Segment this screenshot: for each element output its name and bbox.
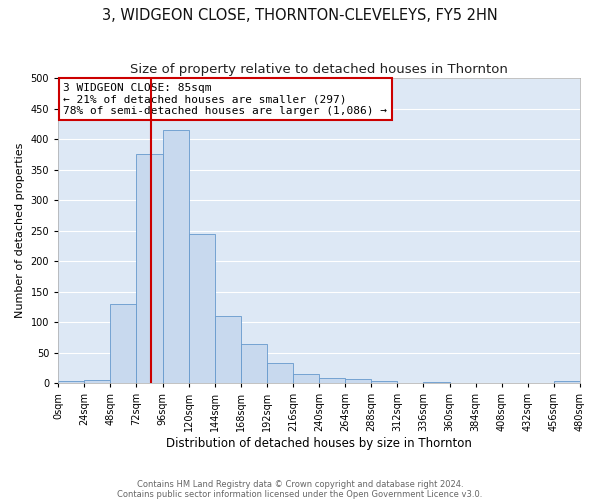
Bar (136, 154, 163, 383)
Bar (424, 382, 449, 383)
Bar (345, 379, 371, 383)
Bar (241, 344, 267, 383)
Bar (110, 304, 136, 383)
Bar (293, 374, 319, 383)
Text: 3, WIDGEON CLOSE, THORNTON-CLEVELEYS, FY5 2HN: 3, WIDGEON CLOSE, THORNTON-CLEVELEYS, FY… (102, 8, 498, 22)
Bar (163, 130, 188, 383)
Bar (58, 382, 84, 383)
Text: 3 WIDGEON CLOSE: 85sqm
← 21% of detached houses are smaller (297)
78% of semi-de: 3 WIDGEON CLOSE: 85sqm ← 21% of detached… (64, 82, 388, 116)
Title: Size of property relative to detached houses in Thornton: Size of property relative to detached ho… (130, 62, 508, 76)
Bar (371, 382, 397, 383)
Y-axis label: Number of detached properties: Number of detached properties (15, 143, 25, 318)
Bar (319, 378, 345, 383)
Bar (188, 234, 215, 383)
X-axis label: Distribution of detached houses by size in Thornton: Distribution of detached houses by size … (166, 437, 472, 450)
Bar (215, 316, 241, 383)
Bar (84, 380, 110, 383)
Text: Contains HM Land Registry data © Crown copyright and database right 2024.
Contai: Contains HM Land Registry data © Crown c… (118, 480, 482, 499)
Bar (267, 363, 293, 383)
Bar (554, 382, 580, 383)
